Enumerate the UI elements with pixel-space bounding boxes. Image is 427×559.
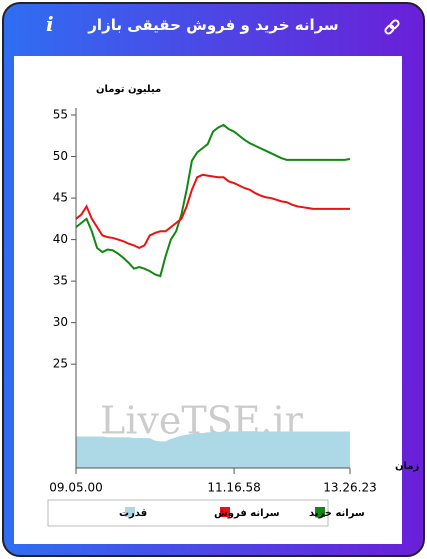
y-axis-label: میلیون تومان — [96, 84, 161, 95]
header-title: سرانه خرید و فروش حقیقی بازار — [88, 16, 339, 34]
area — [76, 431, 350, 468]
y-tick-label: 30 — [53, 315, 68, 329]
legend-label: قدرت — [119, 508, 147, 519]
legend-box — [47, 499, 329, 527]
link-icon[interactable] — [383, 18, 401, 36]
y-tick-label: 50 — [53, 149, 68, 163]
x-tick-label: 11.16.58 — [207, 481, 260, 495]
legend-swatch — [315, 507, 325, 517]
x-axis-label: زمان — [395, 461, 419, 472]
legend-swatch — [220, 507, 230, 517]
info-button[interactable]: i — [46, 12, 54, 36]
line — [75, 173, 350, 250]
series — [75, 123, 351, 468]
y-tick-label: 55 — [53, 108, 68, 122]
y-tick-label: 40 — [53, 232, 68, 246]
y-tick-label: 25 — [53, 357, 68, 371]
legend-label: سرانه خرید — [309, 508, 365, 519]
legend-label: سرانه فروش — [214, 508, 280, 519]
line — [75, 123, 351, 278]
x-tick-label: 09.05.00 — [49, 481, 102, 495]
legend-swatch — [125, 507, 135, 517]
y-tick-label: 45 — [53, 191, 68, 205]
x-tick-label: 13.26.23 — [323, 481, 376, 495]
y-tick-label: 35 — [53, 274, 68, 288]
